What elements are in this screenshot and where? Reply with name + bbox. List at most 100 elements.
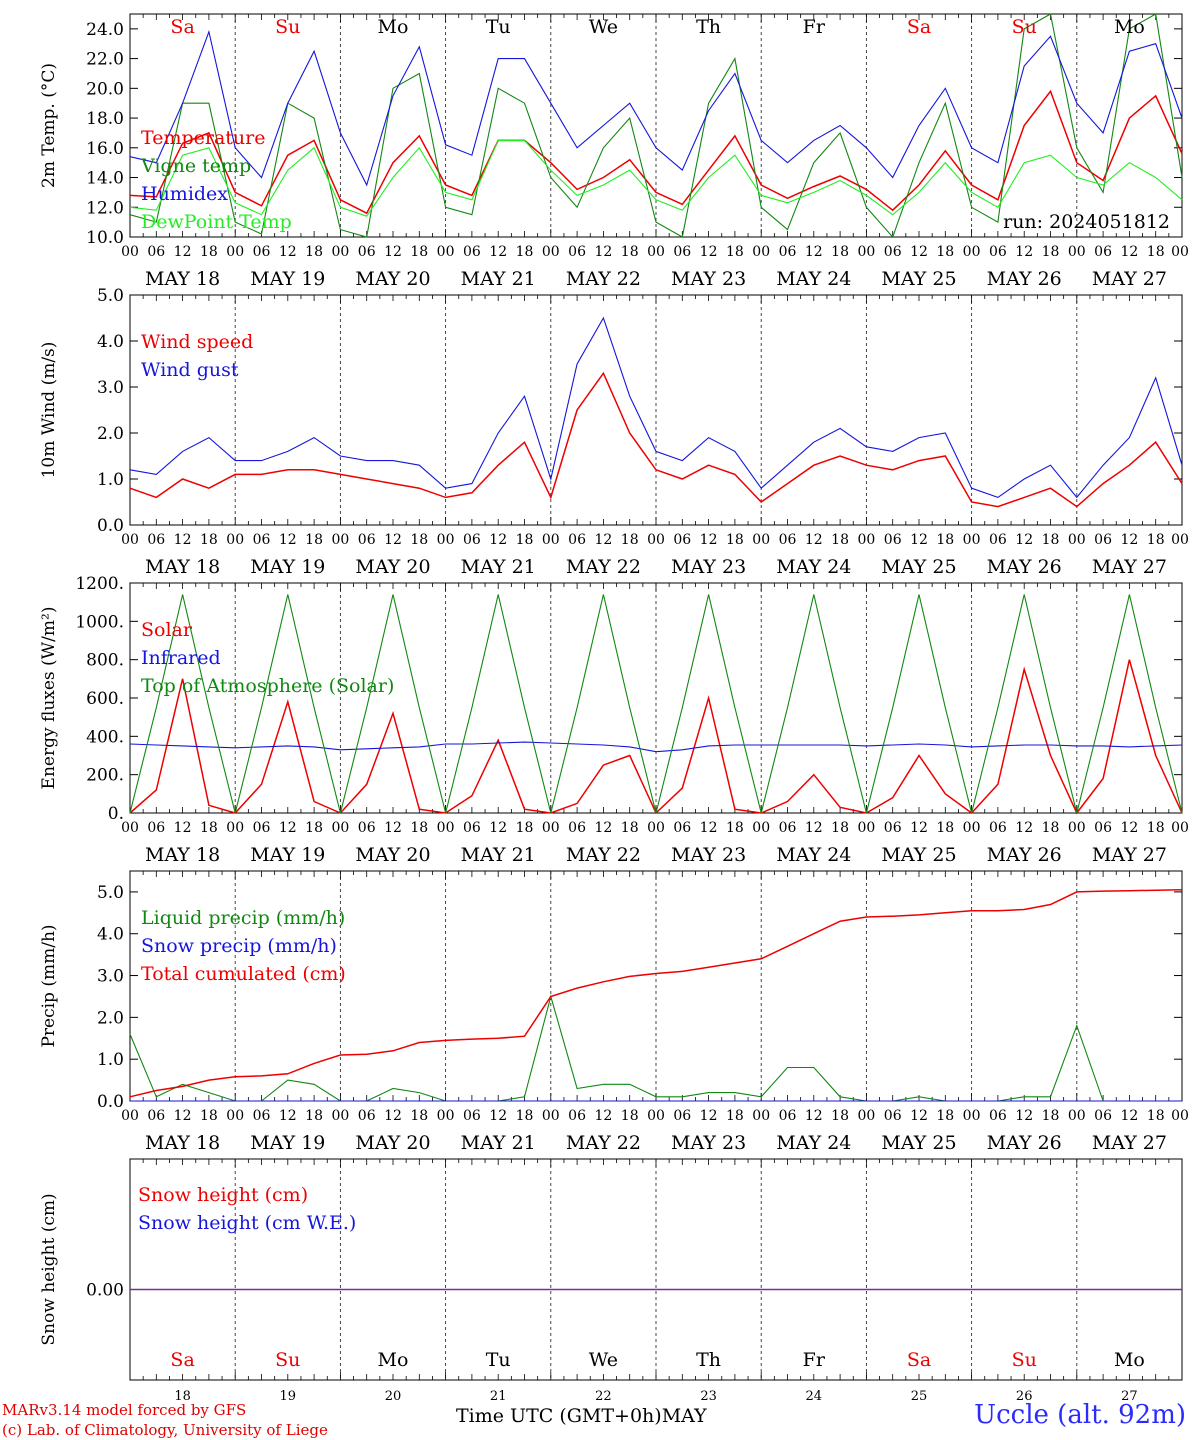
y-tick-label: 18.0 — [86, 109, 124, 129]
hour-tick-label: 06 — [779, 532, 797, 548]
date-label: MAY 27 — [1092, 268, 1167, 290]
hour-tick-label: 12 — [1015, 1108, 1033, 1124]
hour-tick-label: 12 — [489, 532, 507, 548]
hour-tick-label: 12 — [1015, 820, 1033, 836]
hour-tick-label: 18 — [1147, 244, 1165, 260]
hour-tick-label: 00 — [121, 1108, 139, 1124]
hour-tick-label: 06 — [147, 820, 165, 836]
date-label: MAY 22 — [566, 1132, 641, 1154]
day-number-label: 21 — [490, 1389, 507, 1404]
hour-tick-label: 06 — [358, 532, 376, 548]
hour-tick-label: 12 — [910, 820, 928, 836]
hour-tick-label: 12 — [489, 244, 507, 260]
y-tick-label: 24.0 — [86, 20, 124, 40]
legend-entry: Wind gust — [141, 359, 239, 381]
hour-tick-label: 18 — [621, 244, 639, 260]
hour-tick-label: 06 — [358, 820, 376, 836]
hour-tick-label: 06 — [673, 820, 691, 836]
day-number-label: 24 — [806, 1389, 823, 1404]
hour-tick-label: 18 — [200, 820, 218, 836]
hour-tick-label: 18 — [1147, 1108, 1165, 1124]
hour-tick-label: 18 — [1147, 532, 1165, 548]
hour-tick-label: 06 — [568, 820, 586, 836]
day-label: Mo — [1114, 16, 1145, 38]
hour-tick-label: 00 — [331, 820, 349, 836]
day-number-label: 20 — [385, 1389, 402, 1404]
time-axis-label: Time UTC (GMT+0h)MAY — [456, 1405, 707, 1427]
y-tick-label: 4.0 — [97, 925, 124, 945]
legend-entry: Wind speed — [141, 331, 253, 353]
day-label: Su — [1012, 16, 1037, 38]
date-label: MAY 27 — [1092, 844, 1167, 866]
day-number-label: 23 — [700, 1389, 717, 1404]
hour-tick-label: 18 — [1042, 244, 1060, 260]
hour-tick-label: 18 — [1042, 820, 1060, 836]
hour-tick-label: 00 — [121, 532, 139, 548]
date-label: MAY 24 — [776, 268, 851, 290]
y-axis-label: 2m Temp. (°C) — [39, 63, 59, 188]
hour-tick-label: 18 — [936, 532, 954, 548]
date-label: MAY 24 — [776, 1132, 851, 1154]
hour-tick-label: 12 — [910, 1108, 928, 1124]
date-label: MAY 21 — [461, 268, 536, 290]
date-label: MAY 21 — [461, 556, 536, 578]
hour-tick-label: 18 — [621, 532, 639, 548]
hour-tick-label: 00 — [437, 820, 455, 836]
day-label: Fr — [803, 16, 826, 38]
hour-tick-label: 18 — [410, 244, 428, 260]
date-label: MAY 23 — [671, 556, 746, 578]
y-tick-label: 2.0 — [97, 424, 124, 444]
hour-tick-label: 00 — [1068, 820, 1086, 836]
hour-tick-label: 00 — [542, 1108, 560, 1124]
hour-tick-label: 06 — [358, 244, 376, 260]
panel-5: Snow height (cm) 0.00 Snow height (cm) Snow… — [39, 1158, 1183, 1404]
series-line-total-cumulated-cm- — [129, 889, 1183, 1098]
hour-tick-label: 18 — [936, 1108, 954, 1124]
y-tick-label: 16.0 — [86, 139, 124, 159]
hour-tick-label: 06 — [673, 532, 691, 548]
hour-tick-label: 18 — [1147, 820, 1165, 836]
hour-tick-label: 12 — [805, 1108, 823, 1124]
hour-tick-label: 18 — [305, 532, 323, 548]
y-tick-label: 0.0 — [97, 516, 124, 536]
hour-tick-label: 00 — [963, 532, 981, 548]
hour-tick-label: 18 — [410, 820, 428, 836]
hour-tick-label: 12 — [174, 244, 192, 260]
y-tick-label: 3.0 — [97, 967, 124, 987]
date-label: MAY 18 — [145, 556, 220, 578]
y-tick-label: 0. — [108, 804, 124, 824]
day-number-label: 18 — [174, 1389, 191, 1404]
hour-tick-label: 18 — [831, 820, 849, 836]
y-axis-label: 10m Wind (m/s) — [39, 342, 59, 479]
series-line-wind-gust — [129, 316, 1183, 499]
hour-tick-label: 12 — [805, 244, 823, 260]
y-tick-label: 1200. — [75, 574, 124, 594]
y-tick-label: 1.0 — [97, 1050, 124, 1070]
hour-tick-label: 06 — [463, 1108, 481, 1124]
hour-tick-label: 00 — [647, 532, 665, 548]
hour-tick-label: 12 — [594, 1108, 612, 1124]
day-number-label: 22 — [595, 1389, 612, 1404]
date-label: MAY 26 — [987, 556, 1062, 578]
day-label: Fr — [803, 1349, 826, 1371]
hour-tick-label: 18 — [726, 820, 744, 836]
hour-tick-label: 12 — [1120, 244, 1138, 260]
hour-tick-label: 18 — [516, 532, 534, 548]
hour-tick-label: 06 — [1094, 244, 1112, 260]
hour-tick-label: 12 — [384, 244, 402, 260]
hour-tick-label: 00 — [647, 820, 665, 836]
hour-tick-label: 06 — [884, 532, 902, 548]
hour-tick-label: 00 — [226, 532, 244, 548]
date-label: MAY 18 — [145, 1132, 220, 1154]
date-label: MAY 23 — [671, 844, 746, 866]
y-tick-label: 5.0 — [97, 883, 124, 903]
hour-tick-label: 18 — [410, 532, 428, 548]
hour-tick-label: 18 — [831, 1108, 849, 1124]
hour-tick-label: 00 — [963, 820, 981, 836]
hour-tick-label: 00 — [1171, 244, 1189, 260]
y-tick-label: 22.0 — [86, 50, 124, 70]
day-label: Mo — [378, 1349, 409, 1371]
day-label: Tu — [486, 16, 511, 38]
hour-tick-label: 12 — [700, 244, 718, 260]
hour-tick-label: 12 — [594, 532, 612, 548]
